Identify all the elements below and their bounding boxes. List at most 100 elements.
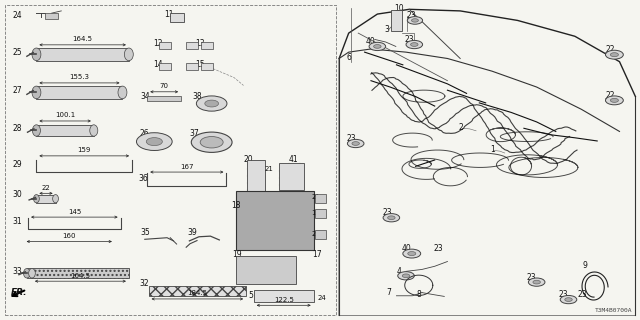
Bar [186, 42, 198, 49]
Text: 19: 19 [232, 250, 242, 259]
Ellipse shape [32, 86, 41, 99]
Ellipse shape [33, 125, 40, 136]
Circle shape [383, 214, 399, 222]
Text: 17: 17 [312, 250, 321, 259]
Text: 23: 23 [383, 208, 392, 218]
Bar [36, 86, 122, 99]
Circle shape [348, 140, 364, 148]
Text: 24: 24 [13, 11, 22, 20]
Text: 4: 4 [396, 267, 401, 276]
Text: 145: 145 [68, 209, 81, 215]
Circle shape [200, 137, 223, 148]
Text: 24: 24 [317, 295, 326, 301]
Circle shape [388, 216, 395, 220]
Text: 21: 21 [264, 166, 273, 172]
Text: 159: 159 [77, 147, 91, 153]
Circle shape [611, 53, 618, 57]
Text: 40: 40 [401, 244, 412, 253]
Bar [147, 96, 181, 101]
Text: 10: 10 [394, 4, 404, 13]
Circle shape [611, 98, 618, 102]
Bar [315, 210, 326, 218]
Circle shape [191, 132, 232, 152]
Text: 22: 22 [42, 185, 51, 191]
Text: 29: 29 [13, 160, 22, 169]
Circle shape [411, 43, 418, 46]
Text: 23: 23 [558, 290, 568, 299]
Text: 13: 13 [195, 39, 205, 48]
Text: 100.1: 100.1 [55, 112, 76, 118]
Text: 21: 21 [312, 231, 321, 237]
Circle shape [374, 44, 381, 48]
Text: 22: 22 [605, 91, 615, 100]
Text: 21: 21 [312, 195, 321, 200]
Circle shape [205, 100, 218, 107]
Circle shape [352, 142, 360, 145]
Ellipse shape [32, 48, 41, 61]
Ellipse shape [124, 48, 133, 61]
Text: 2: 2 [458, 123, 463, 132]
Text: 39: 39 [188, 228, 197, 237]
Ellipse shape [52, 195, 58, 203]
Circle shape [605, 96, 623, 105]
Bar [36, 48, 129, 61]
Text: 167: 167 [180, 164, 193, 170]
Text: 34: 34 [140, 92, 150, 101]
Text: 27: 27 [13, 86, 22, 95]
Text: FR.: FR. [11, 288, 28, 297]
Bar [202, 63, 213, 69]
Bar [148, 286, 246, 296]
Text: 12: 12 [153, 39, 163, 48]
Text: 164.5: 164.5 [70, 273, 90, 279]
Text: 23: 23 [347, 134, 356, 143]
Text: 38: 38 [193, 92, 202, 101]
Circle shape [136, 133, 172, 150]
Text: 3: 3 [384, 25, 389, 34]
Bar [392, 10, 401, 31]
Text: 14: 14 [153, 60, 163, 69]
Bar [315, 230, 326, 239]
Bar [32, 268, 129, 278]
Bar [253, 290, 314, 302]
Text: 15: 15 [195, 60, 205, 69]
Text: 40: 40 [366, 37, 376, 46]
Bar [159, 42, 171, 49]
Bar [4, 4, 336, 316]
Text: 7: 7 [387, 288, 391, 297]
Text: 37: 37 [189, 130, 199, 139]
Text: 9: 9 [582, 261, 588, 270]
Text: 184.5: 184.5 [188, 291, 207, 296]
Ellipse shape [24, 268, 30, 278]
Text: 18: 18 [231, 201, 240, 210]
Bar [170, 13, 184, 22]
Circle shape [147, 138, 163, 146]
Text: 160: 160 [63, 233, 76, 239]
Text: 31: 31 [13, 217, 22, 226]
Bar [278, 163, 304, 190]
Circle shape [403, 249, 420, 258]
Circle shape [605, 50, 623, 59]
Text: 32: 32 [139, 279, 148, 288]
Text: 11: 11 [164, 10, 173, 19]
Circle shape [369, 42, 386, 51]
Ellipse shape [29, 268, 35, 278]
Text: 155.3: 155.3 [70, 74, 90, 80]
Bar [36, 195, 56, 203]
Text: 23: 23 [577, 290, 587, 299]
Text: 70: 70 [160, 83, 169, 89]
Circle shape [406, 40, 422, 49]
Text: 23: 23 [433, 244, 443, 253]
Text: 8: 8 [417, 290, 422, 299]
Ellipse shape [90, 125, 98, 136]
Circle shape [560, 295, 577, 304]
Text: 26: 26 [139, 130, 148, 139]
Text: T3M4B0700A: T3M4B0700A [595, 308, 632, 313]
Circle shape [564, 298, 572, 301]
Bar [236, 191, 314, 251]
Bar [159, 63, 171, 69]
Circle shape [533, 280, 540, 284]
Text: 1: 1 [490, 145, 495, 154]
Circle shape [403, 274, 410, 278]
Circle shape [196, 96, 227, 111]
Text: 25: 25 [13, 48, 22, 57]
